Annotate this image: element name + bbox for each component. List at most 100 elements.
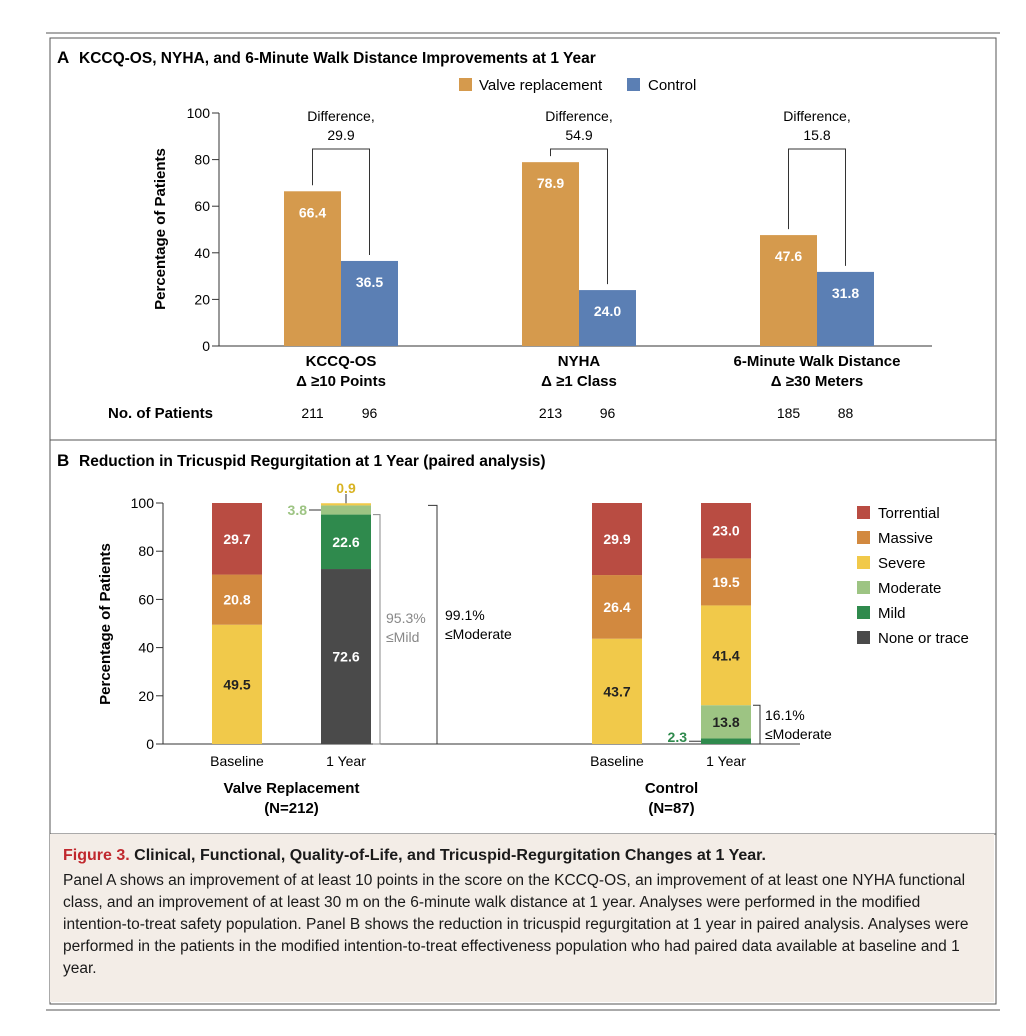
segment-value-label: 43.7 bbox=[603, 683, 630, 699]
legend-label-control: Control bbox=[648, 77, 696, 94]
bar-category-label: Baseline bbox=[210, 753, 264, 769]
segment-mild bbox=[701, 738, 751, 744]
segment-mild bbox=[321, 514, 371, 570]
bracket-le-mild bbox=[373, 514, 381, 745]
legend-label-moderate: Moderate bbox=[878, 580, 941, 597]
segment-value-label: 26.4 bbox=[603, 599, 630, 615]
difference-bracket bbox=[550, 148, 608, 285]
panel-b-y-tick-label: 20 bbox=[138, 688, 154, 704]
caption-text: Panel A shows an improvement of at least… bbox=[63, 872, 969, 977]
difference-value: 29.9 bbox=[327, 127, 354, 143]
legend-swatch-torrential bbox=[857, 506, 870, 519]
difference-bracket bbox=[312, 148, 370, 255]
segment-value-label: 19.5 bbox=[712, 574, 739, 590]
bar-control bbox=[817, 271, 874, 346]
bracket-le-moderate bbox=[428, 504, 438, 745]
segment-torrential bbox=[701, 503, 751, 559]
panel-b-y-tick-label: 0 bbox=[146, 736, 154, 752]
legend-label-none: None or trace bbox=[878, 630, 969, 647]
bar-value-label: 24.0 bbox=[594, 303, 621, 319]
annotation-value: 16.1% bbox=[765, 707, 805, 723]
bar-value-label: 47.6 bbox=[775, 248, 802, 264]
bar-value-label: 31.8 bbox=[832, 285, 859, 301]
legend-swatch-mild bbox=[857, 606, 870, 619]
category-label: 6-Minute Walk Distance bbox=[734, 353, 901, 370]
legend-label-severe: Severe bbox=[878, 555, 926, 572]
panel-a-y-tick-label: 100 bbox=[187, 105, 211, 121]
patient-count-valve: 213 bbox=[539, 405, 563, 421]
no-patients-label: No. of Patients bbox=[108, 405, 213, 422]
bar-value-label: 36.5 bbox=[356, 274, 383, 290]
bar-valve bbox=[522, 162, 579, 346]
panel-b-legend: Torrential Massive Severe Moderate Mild None … bbox=[857, 505, 969, 647]
figure-caption: Figure 3. Clinical, Functional, Quality-… bbox=[50, 834, 994, 1002]
group-name: Valve Replacement bbox=[224, 780, 360, 797]
panel-b-letter: B bbox=[57, 451, 69, 470]
panel-b-ylabel: Percentage of Patients bbox=[97, 543, 114, 705]
legend-swatch-massive bbox=[857, 531, 870, 544]
caption-title: Clinical, Functional, Quality-of-Life, a… bbox=[134, 847, 766, 864]
segment-severe bbox=[592, 638, 642, 744]
difference-label: Difference, bbox=[545, 108, 612, 124]
category-label: NYHA bbox=[558, 353, 601, 370]
group-n: (N=212) bbox=[264, 800, 319, 817]
difference-label: Difference, bbox=[783, 108, 850, 124]
difference-bracket bbox=[788, 148, 846, 266]
category-sublabel: Δ ≥30 Meters bbox=[771, 373, 863, 390]
callout-label-moderate: 3.8 bbox=[288, 502, 308, 518]
panel-b-y-axis: 0 20 40 60 80 100 bbox=[131, 495, 800, 752]
panel-b-y-tick-label: 40 bbox=[138, 640, 154, 656]
annotation-value: 99.1% bbox=[445, 607, 485, 623]
segment-torrential bbox=[592, 503, 642, 576]
legend-swatch-severe bbox=[857, 556, 870, 569]
legend-swatch-moderate bbox=[857, 581, 870, 594]
difference-value: 15.8 bbox=[803, 127, 830, 143]
panel-a-bars: 66.4 36.5 Difference, 29.9 KCCQ-OS Δ ≥10 Poin… bbox=[284, 108, 900, 421]
patient-count-control: 96 bbox=[600, 405, 616, 421]
panel-b-title: Reduction in Tricuspid Regurgitation at … bbox=[79, 453, 546, 470]
panel-b-y-tick-label: 80 bbox=[138, 543, 154, 559]
bar-valve bbox=[284, 191, 341, 346]
bracket-le-moderate-control bbox=[753, 704, 761, 745]
patient-count-valve: 211 bbox=[301, 405, 324, 421]
bar-category-label: Baseline bbox=[590, 753, 644, 769]
annotation-text: ≤Moderate bbox=[445, 626, 512, 642]
bar-valve bbox=[760, 235, 817, 346]
legend-label-valve: Valve replacement bbox=[479, 77, 603, 94]
segment-severe bbox=[321, 503, 371, 506]
panel-b-bars: Baseline 1 Year Valve Replacement (N=212) Ba… bbox=[210, 480, 832, 817]
panel-a-y-tick-label: 0 bbox=[202, 338, 210, 354]
panel-a-ylabel: Percentage of Patients bbox=[152, 148, 169, 310]
segment-value-label: 72.6 bbox=[332, 649, 359, 665]
callout-label-severe: 0.9 bbox=[336, 480, 356, 496]
patient-count-valve: 185 bbox=[777, 405, 801, 421]
segment-massive bbox=[592, 575, 642, 639]
panel-a-title: KCCQ-OS, NYHA, and 6-Minute Walk Distanc… bbox=[79, 50, 596, 67]
caption-title-line: Figure 3. Clinical, Functional, Quality-… bbox=[63, 844, 981, 868]
segment-value-label: 22.6 bbox=[332, 534, 359, 550]
difference-value: 54.9 bbox=[565, 127, 592, 143]
annotation-text: ≤Moderate bbox=[765, 726, 832, 742]
segment-value-label: 29.9 bbox=[603, 531, 630, 547]
segment-torrential bbox=[212, 503, 262, 575]
category-label: KCCQ-OS bbox=[306, 353, 377, 370]
figure-frame bbox=[49, 37, 997, 1005]
legend-label-torrential: Torrential bbox=[878, 505, 940, 522]
segment-value-label: 20.8 bbox=[223, 592, 250, 608]
panel-b-y-tick-label: 100 bbox=[131, 495, 155, 511]
panel-a-y-tick-label: 20 bbox=[194, 291, 210, 307]
group-name: Control bbox=[645, 780, 698, 797]
annotation-value: 95.3% bbox=[386, 610, 426, 626]
patient-count-control: 96 bbox=[362, 405, 378, 421]
segment-severe bbox=[212, 624, 262, 744]
segment-massive bbox=[701, 558, 751, 606]
panel-b-y-tick-label: 60 bbox=[138, 591, 154, 607]
panel-a-letter: A bbox=[57, 48, 69, 67]
segment-moderate bbox=[701, 705, 751, 739]
segment-value-label: 29.7 bbox=[223, 531, 250, 547]
bar-category-label: 1 Year bbox=[326, 753, 366, 769]
segment-none bbox=[321, 569, 371, 744]
legend-label-mild: Mild bbox=[878, 605, 906, 622]
segment-value-label: 41.4 bbox=[712, 647, 739, 663]
